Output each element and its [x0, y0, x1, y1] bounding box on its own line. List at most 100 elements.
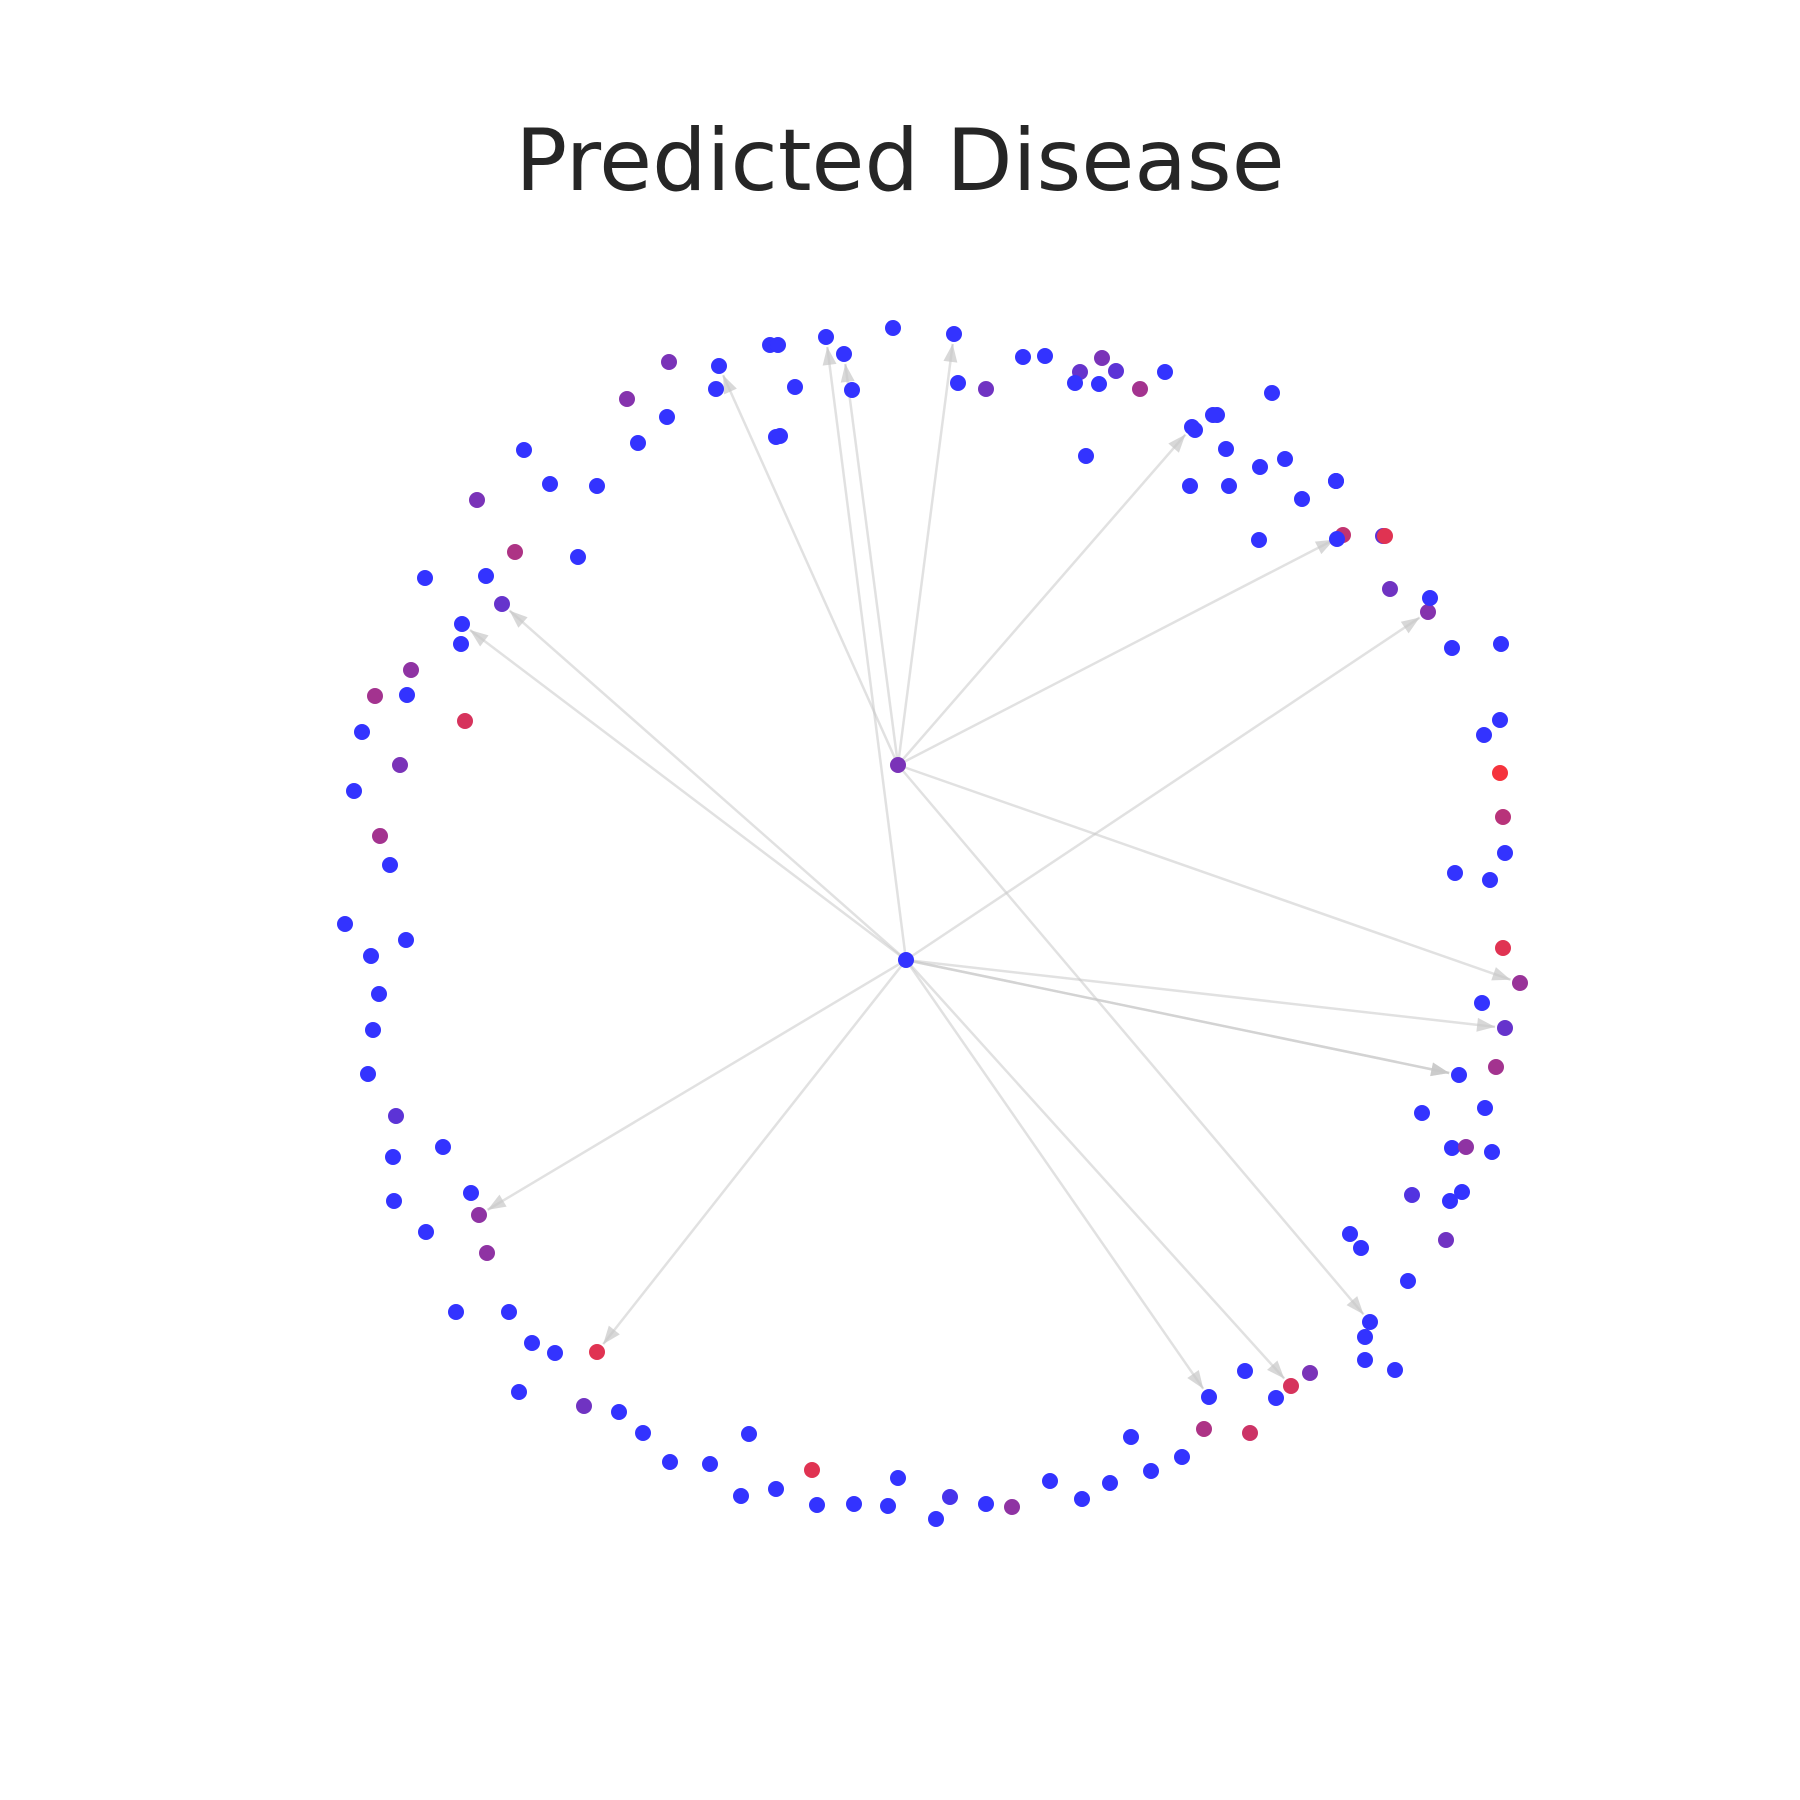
node-n100 — [388, 1108, 404, 1124]
edge-arrowhead — [1187, 1370, 1204, 1389]
node-n7 — [708, 381, 724, 397]
edge-arrowhead — [1400, 617, 1420, 634]
edge-n81-n60 — [904, 959, 1205, 1390]
node-n130 — [659, 409, 675, 425]
node-n46 — [1404, 1187, 1420, 1203]
nodes-layer — [337, 320, 1528, 1527]
node-n119 — [454, 616, 470, 632]
edge-n80-n53 — [897, 764, 1365, 1316]
node-n66 — [1074, 1491, 1090, 1507]
edge-n81-n2 — [826, 346, 908, 961]
node-n118 — [417, 570, 433, 586]
node-n107 — [382, 857, 398, 873]
edge-n81-n86 — [602, 959, 907, 1345]
node-n68 — [1004, 1499, 1020, 1515]
edge-n80-n3 — [896, 343, 954, 766]
node-n45 — [1444, 1140, 1460, 1156]
edge-n80-n6 — [844, 363, 900, 766]
node-n56 — [1237, 1363, 1253, 1379]
node-n87 — [576, 1398, 592, 1414]
node-n4 — [1015, 349, 1031, 365]
node-n14 — [1157, 364, 1173, 380]
node-n3 — [946, 326, 962, 342]
node-n33 — [1495, 809, 1511, 825]
node-n90 — [511, 1384, 527, 1400]
node-n74 — [846, 1496, 862, 1512]
node-n86 — [589, 1344, 605, 1360]
node-n84 — [635, 1425, 651, 1441]
node-n42 — [1451, 1067, 1467, 1083]
node-n11 — [1132, 381, 1148, 397]
node-n103 — [371, 986, 387, 1002]
node-n51 — [1353, 1240, 1369, 1256]
node-n22 — [1252, 459, 1268, 475]
node-n91 — [501, 1304, 517, 1320]
edges-layer — [469, 343, 1511, 1390]
node-n20 — [1184, 419, 1200, 435]
node-n125 — [570, 549, 586, 565]
node-n13 — [1091, 376, 1107, 392]
edge-arrowhead — [1346, 1296, 1364, 1315]
node-n73 — [880, 1498, 896, 1514]
node-n82 — [702, 1456, 718, 1472]
node-n41 — [1474, 995, 1490, 1011]
node-n88 — [524, 1335, 540, 1351]
node-n58 — [1268, 1390, 1284, 1406]
node-n133 — [787, 379, 803, 395]
node-n15 — [1078, 448, 1094, 464]
edge-arrowhead — [1267, 1360, 1285, 1379]
node-n99 — [385, 1149, 401, 1165]
node-n147 — [1251, 532, 1267, 548]
edge-n80-n131 — [721, 374, 900, 766]
node-n34 — [1497, 845, 1513, 861]
node-n27 — [1382, 581, 1398, 597]
node-n39 — [1495, 940, 1511, 956]
edge-arrowhead — [469, 630, 489, 647]
chart-title: Predicted Disease — [515, 111, 1284, 211]
node-n21 — [1264, 385, 1280, 401]
node-n126 — [589, 478, 605, 494]
node-n89 — [547, 1345, 563, 1361]
node-n129 — [661, 354, 677, 370]
node-n53 — [1362, 1314, 1378, 1330]
edge-n81-n40 — [905, 958, 1496, 1029]
node-n94 — [471, 1207, 487, 1223]
node-n78 — [733, 1488, 749, 1504]
node-n143 — [1277, 451, 1293, 467]
node-n60 — [1201, 1389, 1217, 1405]
node-n142 — [1218, 441, 1234, 457]
node-n10 — [1094, 350, 1110, 366]
node-n150 — [1342, 1226, 1358, 1242]
node-n127 — [619, 391, 635, 407]
edge-n80-n23 — [897, 538, 1335, 767]
edge-arrowhead — [1476, 1017, 1496, 1032]
edge-arrowhead — [487, 1194, 507, 1210]
node-n31 — [1492, 712, 1508, 728]
node-n59 — [1242, 1425, 1258, 1441]
node-n16 — [978, 381, 994, 397]
node-n62 — [1174, 1449, 1190, 1465]
edge-n81-n94 — [486, 958, 907, 1211]
node-n113 — [367, 688, 383, 704]
node-n97 — [435, 1139, 451, 1155]
node-n114 — [403, 662, 419, 678]
node-n67 — [1042, 1473, 1058, 1489]
node-n65 — [1102, 1475, 1118, 1491]
node-n81 — [898, 952, 914, 968]
node-n75 — [804, 1462, 820, 1478]
node-n140 — [1205, 407, 1221, 423]
node-n145 — [1328, 473, 1344, 489]
node-n108 — [372, 828, 388, 844]
node-n28 — [1444, 640, 1460, 656]
node-n50 — [1484, 1144, 1500, 1160]
node-n144 — [1377, 528, 1393, 544]
edge-n81-n26 — [905, 616, 1421, 962]
node-n38 — [1512, 975, 1528, 991]
node-n106 — [363, 948, 379, 964]
node-n128 — [630, 435, 646, 451]
node-n102 — [365, 1022, 381, 1038]
edge-arrowhead — [603, 1325, 620, 1345]
node-n135 — [844, 382, 860, 398]
node-n132 — [770, 337, 786, 353]
edge-arrowhead — [723, 375, 737, 395]
